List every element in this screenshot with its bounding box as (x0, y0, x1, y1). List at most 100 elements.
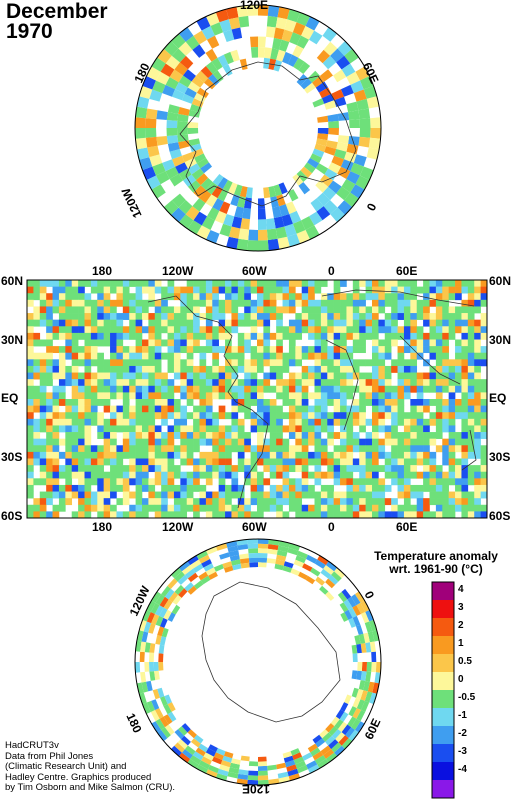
anomaly-cell (33, 498, 41, 506)
anomaly-cell (346, 478, 354, 486)
anomaly-cell (333, 451, 341, 459)
polar-anomaly-cell (198, 571, 209, 581)
polar-anomaly-cell (288, 543, 301, 551)
anomaly-cell (365, 313, 373, 320)
polar-anomaly-cell (366, 147, 380, 160)
polar-anomaly-cell (316, 192, 331, 207)
anomaly-cell (244, 280, 251, 287)
anomaly-cell (161, 418, 168, 426)
anomaly-cell (142, 465, 149, 473)
anomaly-cell (148, 438, 156, 446)
polar-anomaly-cell (293, 756, 305, 765)
polar-anomaly-cell (307, 743, 318, 753)
anomaly-cell (423, 339, 430, 347)
anomaly-cell (429, 511, 437, 519)
anomaly-cell (346, 346, 354, 354)
anomaly-cell (173, 412, 181, 420)
anomaly-cell (384, 326, 392, 334)
anomaly-cell (39, 511, 47, 519)
polar-anomaly-cell (250, 47, 258, 58)
polar-anomaly-cell (350, 162, 364, 176)
anomaly-cell (193, 425, 200, 433)
anomaly-cell (27, 458, 34, 466)
anomaly-cell (46, 478, 53, 486)
polar-anomaly-cell (309, 30, 323, 45)
anomaly-cell (97, 498, 104, 506)
polar-anomaly-cell (312, 751, 324, 761)
polar-anomaly-cell (347, 716, 357, 728)
anomaly-cell (122, 293, 130, 301)
anomaly-cell (397, 372, 405, 380)
anomaly-cell (320, 319, 328, 327)
anomaly-cell (327, 438, 334, 446)
anomaly-cell (423, 451, 430, 459)
anomaly-cell (333, 511, 341, 519)
anomaly-cell (193, 332, 200, 340)
anomaly-cell (84, 299, 92, 307)
anomaly-cell (52, 399, 60, 406)
polar-anomaly-cell (167, 612, 176, 622)
anomaly-cell (474, 352, 481, 360)
anomaly-cell (288, 306, 296, 314)
anomaly-cell (288, 432, 296, 439)
anomaly-cell (461, 359, 469, 367)
anomaly-cell (269, 438, 277, 446)
anomaly-cell (110, 313, 117, 320)
polar-anomaly-cell (222, 64, 233, 76)
anomaly-cell (276, 286, 283, 294)
anomaly-cell (46, 484, 53, 492)
lon-label-bottom-120w: 120W (162, 520, 194, 534)
polar-anomaly-cell (273, 27, 285, 40)
anomaly-cell (295, 491, 303, 499)
anomaly-cell (186, 372, 194, 380)
polar-anomaly-cell (322, 27, 338, 42)
anomaly-cell (250, 319, 258, 327)
anomaly-cell (327, 399, 334, 406)
anomaly-cell (410, 385, 418, 393)
anomaly-cell (461, 451, 469, 459)
anomaly-cell (244, 511, 251, 519)
polar-anomaly-cell (183, 174, 196, 187)
anomaly-cell (327, 418, 334, 426)
anomaly-cell (276, 359, 283, 367)
anomaly-cell (116, 299, 124, 307)
anomaly-cell (161, 293, 168, 301)
anomaly-cell (65, 498, 73, 506)
polar-anomaly-cell (277, 6, 290, 20)
anomaly-cell (129, 352, 136, 360)
anomaly-cell (46, 465, 53, 473)
anomaly-cell (257, 425, 264, 433)
polar-anomaly-cell (174, 584, 185, 595)
anomaly-cell (365, 293, 373, 301)
anomaly-cell (225, 280, 232, 287)
polar-anomaly-cell (322, 732, 332, 742)
anomaly-cell (103, 385, 111, 393)
anomaly-cell (84, 491, 92, 499)
anomaly-cell (474, 379, 481, 387)
anomaly-cell (46, 299, 53, 307)
anomaly-cell (269, 432, 277, 439)
polar-anomaly-cell (159, 596, 169, 608)
anomaly-cell (474, 432, 481, 439)
anomaly-cell (250, 412, 258, 420)
anomaly-cell (301, 346, 309, 354)
anomaly-cell (442, 326, 449, 334)
anomaly-cell (199, 432, 207, 439)
polar-anomaly-cell (222, 755, 233, 763)
anomaly-cell (154, 346, 162, 354)
anomaly-cell (116, 286, 124, 294)
anomaly-cell (295, 465, 303, 473)
polar-anomaly-cell (184, 582, 194, 592)
anomaly-cell (314, 352, 322, 360)
polar-anomaly-cell (270, 196, 279, 208)
lat-label-left-60n: 60N (1, 274, 24, 288)
anomaly-cell (116, 498, 124, 506)
anomaly-cell (250, 445, 258, 453)
anomaly-cell (52, 392, 60, 400)
anomaly-cell (410, 379, 418, 387)
anomaly-cell (461, 511, 469, 519)
anomaly-cell (391, 339, 398, 347)
polar-anomaly-cell (193, 185, 206, 199)
anomaly-cell (410, 319, 418, 327)
anomaly-cell (480, 412, 488, 420)
